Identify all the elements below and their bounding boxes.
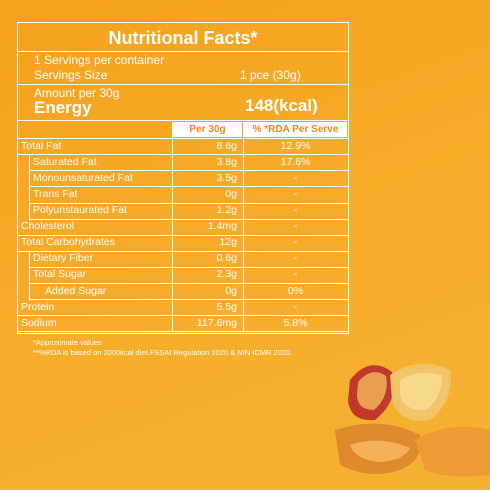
row-rule xyxy=(29,299,348,301)
rda-percent: - xyxy=(293,220,298,233)
row-rule xyxy=(17,154,348,156)
rda-percent: - xyxy=(293,204,298,216)
per-30g: 117.6mg xyxy=(196,316,237,329)
indent-rule xyxy=(29,283,30,300)
rda-percent: 5.8% xyxy=(283,316,308,329)
serving-size-label: Servings Size xyxy=(34,68,108,82)
per-30g: 0g xyxy=(225,187,237,200)
per-30g: 2.3g xyxy=(216,268,237,281)
rda-percent: - xyxy=(293,252,298,265)
rda-percent: 12.9% xyxy=(280,139,311,152)
nutrient-name: Trans Fat xyxy=(33,187,78,200)
column-rule xyxy=(243,122,244,332)
row-rule xyxy=(17,250,348,252)
nutrient-name: Total Fat xyxy=(21,139,62,152)
nutrient-name: Saturated Fat xyxy=(33,155,97,168)
nutrient-name: Total Carbohydrates xyxy=(21,236,115,249)
indent-rule xyxy=(29,202,30,219)
nutrient-name: Monounsaturated Fat xyxy=(33,171,133,184)
nutrient-name: Sodium xyxy=(21,316,57,329)
row-rule xyxy=(29,170,348,172)
row-rule xyxy=(17,234,348,236)
row-rule xyxy=(29,218,348,220)
per-30g: 3.5g xyxy=(216,171,237,184)
rda-percent: - xyxy=(293,236,298,249)
rule xyxy=(17,51,348,52)
rule xyxy=(17,138,348,140)
footnote: **%RDA is based on 2000kcal diet.FSSAI R… xyxy=(33,348,293,357)
rda-percent: - xyxy=(293,268,298,281)
energy-value: 148(kcal) xyxy=(245,96,318,115)
rda-percent: 0% xyxy=(287,284,304,297)
per-30g: 1.4mg xyxy=(207,220,237,233)
nutrient-name: Cholesterol xyxy=(21,220,75,233)
indent-rule xyxy=(29,170,30,187)
rule xyxy=(17,84,348,85)
column-header: % *RDA Per Serve xyxy=(244,122,347,137)
per-30g: 5.5g xyxy=(216,300,237,313)
serving-size-value: 1 pce (30g) xyxy=(240,68,301,82)
per-30g: 1.2g xyxy=(216,204,237,216)
per-30g: 0g xyxy=(225,284,237,297)
rule xyxy=(17,120,348,121)
indent-rule xyxy=(29,154,30,171)
nutrient-name: Total Sugar xyxy=(33,268,87,281)
label-box xyxy=(17,22,349,334)
per-30g: 8.6g xyxy=(216,139,237,152)
indent-rule xyxy=(29,250,30,267)
candy-illustration xyxy=(335,363,490,477)
nutrient-name: Protein xyxy=(21,300,55,313)
column-rule xyxy=(172,122,173,332)
footnote: *Approximate values xyxy=(33,338,102,347)
row-rule xyxy=(29,202,348,204)
rda-percent: - xyxy=(293,187,298,200)
servings-per-container: 1 Servings per container xyxy=(34,53,165,67)
nutrient-name: Added Sugar xyxy=(45,284,107,297)
row-rule xyxy=(17,331,348,333)
column-header: Per 30g xyxy=(173,122,242,137)
rda-percent: - xyxy=(293,171,298,184)
per-30g: 3.8g xyxy=(216,155,237,168)
per-30g: 0.6g xyxy=(216,252,237,265)
row-rule xyxy=(29,186,348,188)
per-30g: 12g xyxy=(219,236,237,249)
nutrient-name: Dietary Fiber xyxy=(33,252,94,265)
rda-percent: 17.6% xyxy=(280,155,311,168)
title: Nutritional Facts* xyxy=(108,28,258,48)
nutrient-name: Polyunstaurated Fat xyxy=(33,204,127,216)
amount-label: Amount per 30g xyxy=(34,86,120,100)
row-rule xyxy=(29,266,348,268)
indent-rule xyxy=(29,186,30,203)
indent-rule xyxy=(29,266,30,283)
energy-label: Energy xyxy=(34,98,92,117)
row-rule xyxy=(17,315,348,317)
rda-percent: - xyxy=(293,300,298,313)
row-rule xyxy=(29,283,348,284)
